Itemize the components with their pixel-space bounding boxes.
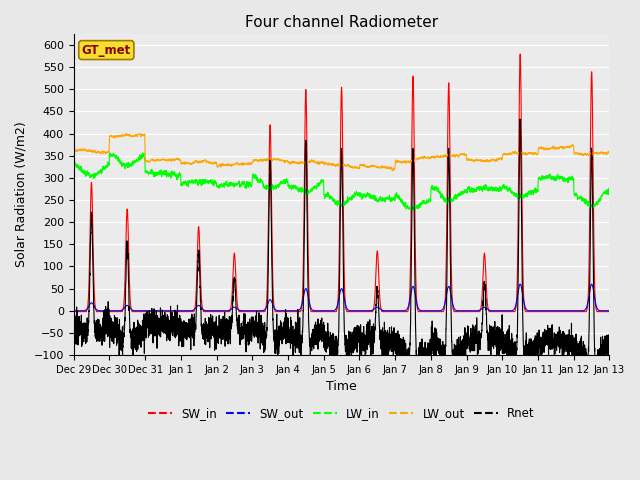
LW_in	[605, 188, 613, 193]
LW_out	[432, 154, 440, 159]
X-axis label: Time: Time	[326, 380, 357, 393]
LW_out	[70, 148, 77, 154]
Rnet	[166, 338, 173, 344]
Rnet	[492, 336, 500, 341]
LW_out	[605, 150, 613, 156]
SW_out	[516, 281, 524, 287]
LW_out	[605, 150, 612, 156]
SW_in	[492, 309, 500, 314]
LW_in	[322, 192, 330, 197]
Line: SW_in: SW_in	[74, 54, 609, 312]
LW_out	[166, 157, 174, 163]
Rnet	[322, 347, 330, 352]
SW_in	[321, 309, 329, 314]
LW_out	[462, 153, 470, 158]
SW_out	[432, 308, 440, 313]
LW_in	[605, 186, 612, 192]
LW_in	[70, 162, 77, 168]
Rnet	[461, 350, 469, 356]
Rnet	[605, 349, 613, 355]
SW_in	[605, 309, 612, 314]
Title: Four channel Radiometer: Four channel Radiometer	[245, 15, 438, 30]
Rnet	[516, 116, 524, 122]
SW_out	[321, 308, 329, 313]
SW_out	[70, 308, 77, 313]
SW_out	[166, 308, 173, 313]
SW_out	[492, 308, 500, 313]
SW_out	[461, 308, 469, 313]
LW_out	[492, 157, 500, 163]
Rnet	[605, 353, 612, 359]
SW_in	[516, 51, 524, 57]
LW_in	[432, 185, 440, 191]
SW_in	[70, 309, 77, 314]
Rnet	[432, 334, 440, 340]
Line: LW_in: LW_in	[74, 153, 609, 209]
SW_in	[166, 309, 173, 314]
Rnet	[274, 357, 282, 362]
Line: LW_out: LW_out	[74, 133, 609, 171]
SW_out	[605, 308, 612, 313]
Y-axis label: Solar Radiation (W/m2): Solar Radiation (W/m2)	[15, 121, 28, 267]
SW_in	[461, 309, 469, 314]
Text: GT_met: GT_met	[82, 44, 131, 57]
SW_in	[432, 309, 440, 314]
SW_out	[605, 308, 613, 313]
LW_in	[492, 187, 500, 192]
LW_out	[388, 168, 396, 174]
LW_out	[122, 131, 130, 136]
Line: Rnet: Rnet	[74, 119, 609, 360]
Legend: SW_in, SW_out, LW_in, LW_out, Rnet: SW_in, SW_out, LW_in, LW_out, Rnet	[143, 403, 540, 425]
LW_in	[166, 173, 174, 179]
LW_in	[106, 150, 114, 156]
Rnet	[70, 324, 77, 330]
LW_in	[462, 190, 470, 195]
Line: SW_out: SW_out	[74, 284, 609, 311]
SW_in	[605, 309, 613, 314]
LW_out	[322, 160, 330, 166]
LW_in	[403, 206, 410, 212]
